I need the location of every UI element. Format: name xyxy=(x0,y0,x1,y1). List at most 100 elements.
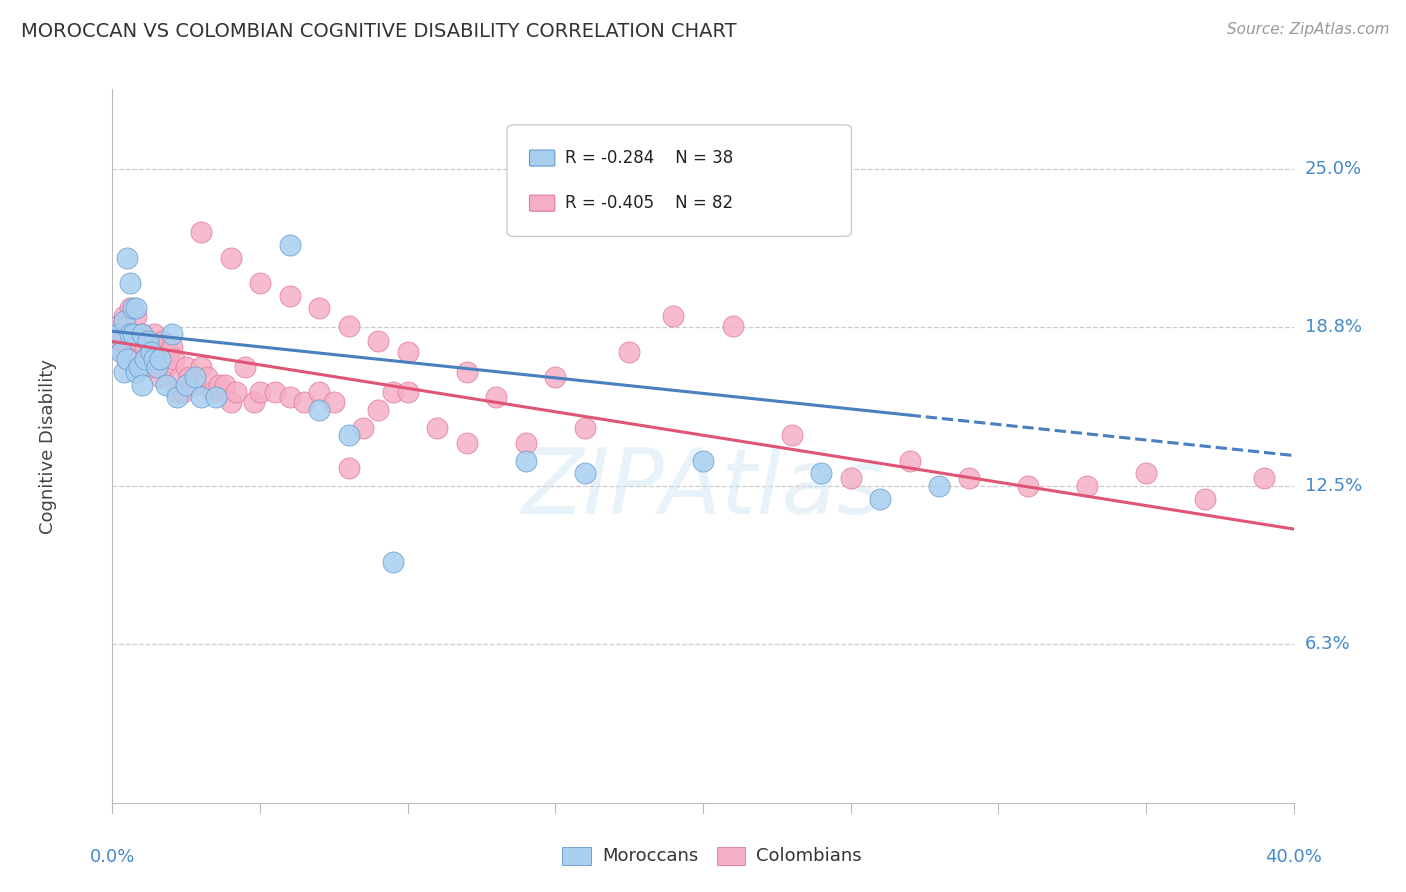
Text: 6.3%: 6.3% xyxy=(1305,635,1351,653)
Text: R = -0.405    N = 82: R = -0.405 N = 82 xyxy=(565,194,733,212)
Point xyxy=(184,377,207,392)
Point xyxy=(110,334,132,349)
Point xyxy=(112,314,135,328)
Point xyxy=(396,344,419,359)
Point xyxy=(139,344,162,359)
Point xyxy=(1253,471,1275,485)
Point xyxy=(214,377,236,392)
Point xyxy=(149,352,172,367)
Point xyxy=(107,326,129,341)
Point xyxy=(179,370,201,384)
Point xyxy=(120,326,142,341)
Point xyxy=(485,390,508,404)
Point xyxy=(139,344,162,359)
Point xyxy=(163,352,186,367)
Point xyxy=(174,359,197,374)
Text: ZIPAtlas: ZIPAtlas xyxy=(522,445,884,533)
Point xyxy=(131,377,153,392)
Point xyxy=(195,370,218,384)
Point xyxy=(337,428,360,442)
Point xyxy=(205,390,228,404)
Point xyxy=(131,326,153,341)
Point xyxy=(157,344,180,359)
Point xyxy=(142,352,165,367)
Point xyxy=(219,395,242,409)
Point xyxy=(225,385,247,400)
Point xyxy=(249,385,271,400)
Point xyxy=(308,385,330,400)
Point xyxy=(928,479,950,493)
Point xyxy=(107,319,129,334)
Point xyxy=(134,339,156,353)
Text: Cognitive Disability: Cognitive Disability xyxy=(38,359,56,533)
Point xyxy=(308,301,330,316)
Point xyxy=(131,359,153,374)
Point xyxy=(122,301,145,316)
Point xyxy=(149,370,172,384)
Point xyxy=(456,365,478,379)
Point xyxy=(1194,491,1216,506)
Text: 40.0%: 40.0% xyxy=(1265,848,1322,866)
Point xyxy=(166,390,188,404)
Point xyxy=(839,471,862,485)
Point xyxy=(155,377,177,392)
Point xyxy=(382,555,405,569)
Point xyxy=(117,344,138,359)
Point xyxy=(120,301,142,316)
Point xyxy=(201,385,224,400)
Point xyxy=(869,491,891,506)
Text: MOROCCAN VS COLOMBIAN COGNITIVE DISABILITY CORRELATION CHART: MOROCCAN VS COLOMBIAN COGNITIVE DISABILI… xyxy=(21,22,737,41)
Point xyxy=(136,334,159,349)
Point xyxy=(122,326,145,341)
Point xyxy=(122,326,145,341)
Point xyxy=(134,352,156,367)
Point xyxy=(957,471,980,485)
Point xyxy=(574,420,596,434)
Point xyxy=(149,352,172,367)
Point xyxy=(136,352,159,367)
Point xyxy=(125,309,148,323)
Point xyxy=(692,453,714,467)
Point xyxy=(131,326,153,341)
Point xyxy=(1135,467,1157,481)
Point xyxy=(337,461,360,475)
Point xyxy=(110,344,132,359)
Point xyxy=(292,395,315,409)
Point xyxy=(208,377,231,392)
Point xyxy=(619,344,641,359)
Point xyxy=(515,435,537,450)
Point xyxy=(662,309,685,323)
Point xyxy=(128,334,150,349)
Point xyxy=(172,385,194,400)
Point xyxy=(136,334,159,349)
Point xyxy=(278,390,301,404)
Point xyxy=(146,359,169,374)
Point xyxy=(515,453,537,467)
Point xyxy=(142,326,165,341)
Point xyxy=(1076,479,1098,493)
Point xyxy=(574,467,596,481)
Point xyxy=(160,326,183,341)
Point xyxy=(174,377,197,392)
Point xyxy=(337,319,360,334)
Point xyxy=(117,352,138,367)
Point xyxy=(382,385,405,400)
Point xyxy=(125,301,148,316)
Point xyxy=(125,365,148,379)
Point xyxy=(184,370,207,384)
Text: 18.8%: 18.8% xyxy=(1305,318,1362,336)
Point xyxy=(142,359,165,374)
Point xyxy=(810,467,832,481)
Point xyxy=(112,365,135,379)
Text: 0.0%: 0.0% xyxy=(90,848,135,866)
Point xyxy=(367,334,389,349)
Point xyxy=(152,334,174,349)
Point xyxy=(396,385,419,400)
Point xyxy=(190,226,212,240)
Point xyxy=(120,334,142,349)
Point xyxy=(112,309,135,323)
Text: Source: ZipAtlas.com: Source: ZipAtlas.com xyxy=(1226,22,1389,37)
Point xyxy=(160,339,183,353)
Point xyxy=(190,359,212,374)
Point xyxy=(155,359,177,374)
